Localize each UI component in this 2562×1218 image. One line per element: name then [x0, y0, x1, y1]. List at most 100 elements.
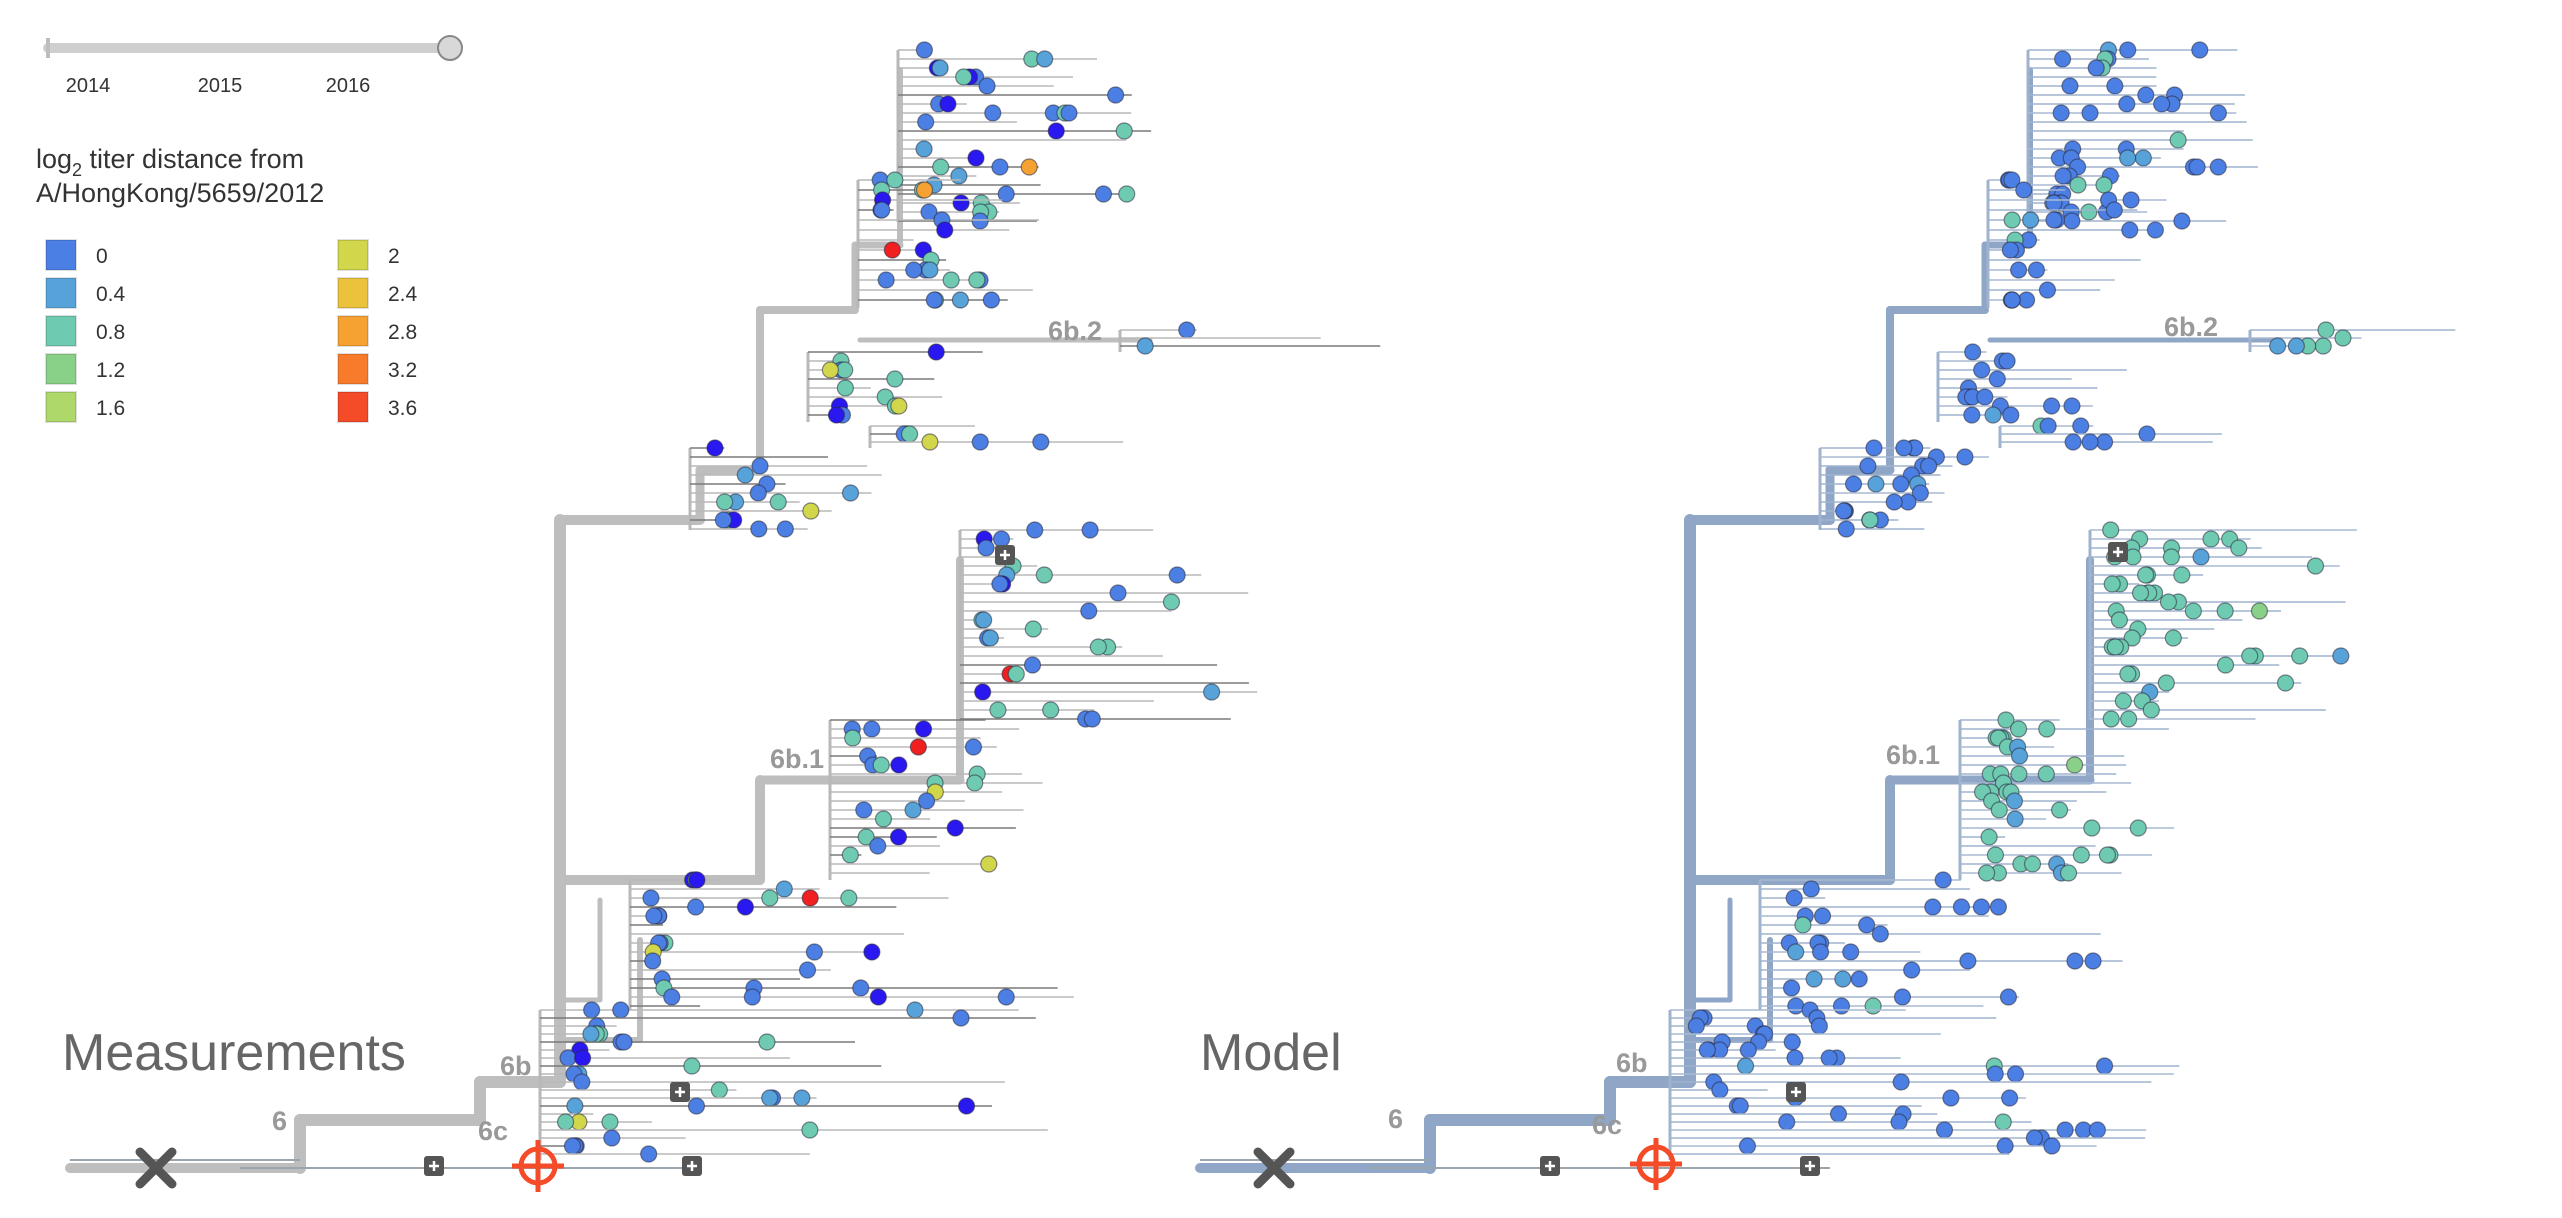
plus-square-icon[interactable] [995, 545, 1015, 565]
tree-tip[interactable] [869, 837, 887, 855]
tree-tip[interactable] [1115, 122, 1133, 140]
tree-tip[interactable] [775, 880, 793, 898]
tree-tip[interactable] [2052, 104, 2070, 122]
tree-tip[interactable] [1952, 898, 1971, 916]
tree-tip[interactable] [1698, 1041, 1716, 1059]
tree-tip[interactable] [2054, 167, 2072, 185]
tree-tip[interactable] [1802, 880, 1820, 898]
tree-tip[interactable] [821, 361, 839, 379]
tree-tip[interactable] [2119, 665, 2137, 683]
tree-tip[interactable] [1924, 898, 1942, 916]
timeline-end-handle[interactable] [437, 35, 463, 61]
tree-tip[interactable] [1997, 711, 2015, 729]
tree-tip[interactable] [1994, 1113, 2012, 1131]
tree-tip[interactable] [841, 484, 860, 502]
tree-tip[interactable] [1832, 997, 1851, 1015]
tree-tip[interactable] [2241, 647, 2259, 665]
tree-tip[interactable] [1168, 566, 1186, 584]
tree-tip[interactable] [971, 212, 989, 230]
tree-tip[interactable] [688, 871, 706, 889]
tree-tip[interactable] [872, 756, 890, 774]
tree-tip[interactable] [978, 77, 996, 95]
tree-tip[interactable] [761, 1089, 779, 1107]
tree-tip[interactable] [2230, 539, 2248, 557]
tree-tip[interactable] [952, 1009, 970, 1027]
tree-tip[interactable] [1094, 185, 1113, 203]
tree-tip[interactable] [1859, 457, 1877, 475]
tree-tip[interactable] [1980, 828, 1998, 846]
tree-tip[interactable] [951, 291, 970, 309]
tree-tip[interactable] [603, 1129, 621, 1147]
tree-tip[interactable] [955, 68, 973, 86]
tree-tip[interactable] [890, 756, 908, 774]
tree-tip[interactable] [1736, 1057, 1755, 1075]
tree-tip[interactable] [2110, 611, 2129, 629]
tree-tip[interactable] [1858, 916, 1876, 934]
tree-tip[interactable] [991, 158, 1009, 176]
tree-tip[interactable] [1687, 1017, 1705, 1035]
tree-tip[interactable] [1026, 521, 1044, 539]
tree-tip[interactable] [2334, 329, 2352, 347]
tree-tip[interactable] [855, 801, 873, 819]
tree-tip[interactable] [2131, 584, 2150, 602]
tree-tip[interactable] [2015, 181, 2033, 199]
tree-tip[interactable] [1911, 484, 1929, 502]
tree-tip[interactable] [2269, 337, 2287, 355]
tree-tip[interactable] [975, 611, 993, 629]
tree-tip[interactable] [683, 1057, 701, 1075]
tree-tip[interactable] [2005, 792, 2024, 810]
tree-tip[interactable] [2095, 176, 2113, 194]
tree-tip[interactable] [1934, 871, 1952, 889]
tree-tip[interactable] [2162, 548, 2181, 566]
tree-tip[interactable] [1783, 1033, 1801, 1051]
tree-tip[interactable] [992, 530, 1011, 548]
tree-tip[interactable] [2291, 647, 2309, 665]
tree-tip[interactable] [2010, 261, 2028, 279]
tree-tip[interactable] [1805, 970, 1823, 988]
tree-tip[interactable] [2146, 221, 2164, 239]
tree-tip[interactable] [2038, 720, 2056, 738]
tree-tip[interactable] [2157, 674, 2175, 692]
tree-tip[interactable] [869, 988, 887, 1006]
tree-tip[interactable] [2010, 747, 2029, 765]
tree-tip[interactable] [1989, 898, 2007, 916]
tree-tip[interactable] [2332, 647, 2350, 665]
tree-tip[interactable] [1711, 1081, 1729, 1099]
tree-tip[interactable] [2306, 557, 2325, 575]
tree-tip[interactable] [1083, 710, 1101, 728]
tree-tip[interactable] [1035, 566, 1053, 584]
tree-tip[interactable] [687, 1097, 706, 1115]
tree-tip[interactable] [1020, 158, 1038, 176]
tree-tip[interactable] [615, 1033, 633, 1051]
tree-tip[interactable] [873, 201, 891, 219]
tree-tip[interactable] [2003, 211, 2021, 229]
tree-tip[interactable] [2121, 221, 2139, 239]
tree-tip[interactable] [2138, 425, 2156, 443]
tree-tip[interactable] [890, 397, 908, 415]
tree-tip[interactable] [1885, 493, 1903, 511]
tree-tip[interactable] [2122, 191, 2140, 209]
tree-tip[interactable] [971, 433, 989, 451]
tree-tip[interactable] [1942, 1089, 1960, 1107]
tree-tip[interactable] [1089, 638, 1107, 656]
legend-swatch[interactable] [337, 353, 369, 385]
tree-tip[interactable] [904, 801, 922, 819]
legend-swatch[interactable] [45, 277, 77, 309]
tree-tip[interactable] [2063, 212, 2081, 230]
plus-square-icon[interactable] [1786, 1082, 1806, 1102]
tree-tip[interactable] [1731, 1097, 1749, 1115]
tree-tip[interactable] [801, 1121, 819, 1139]
tree-tip[interactable] [1162, 593, 1181, 611]
tree-tip[interactable] [886, 370, 904, 388]
tree-tip[interactable] [1109, 584, 1127, 602]
tree-tip[interactable] [801, 889, 819, 907]
tree-tip[interactable] [2192, 548, 2210, 566]
tree-tip[interactable] [1890, 1113, 1908, 1131]
tree-tip[interactable] [939, 95, 957, 113]
tree-tip[interactable] [827, 406, 846, 424]
tree-tip[interactable] [931, 59, 949, 77]
tree-tip[interactable] [957, 1097, 976, 1115]
tree-tip[interactable] [645, 907, 663, 925]
tree-tip[interactable] [2209, 158, 2227, 176]
tree-tip[interactable] [921, 261, 939, 279]
